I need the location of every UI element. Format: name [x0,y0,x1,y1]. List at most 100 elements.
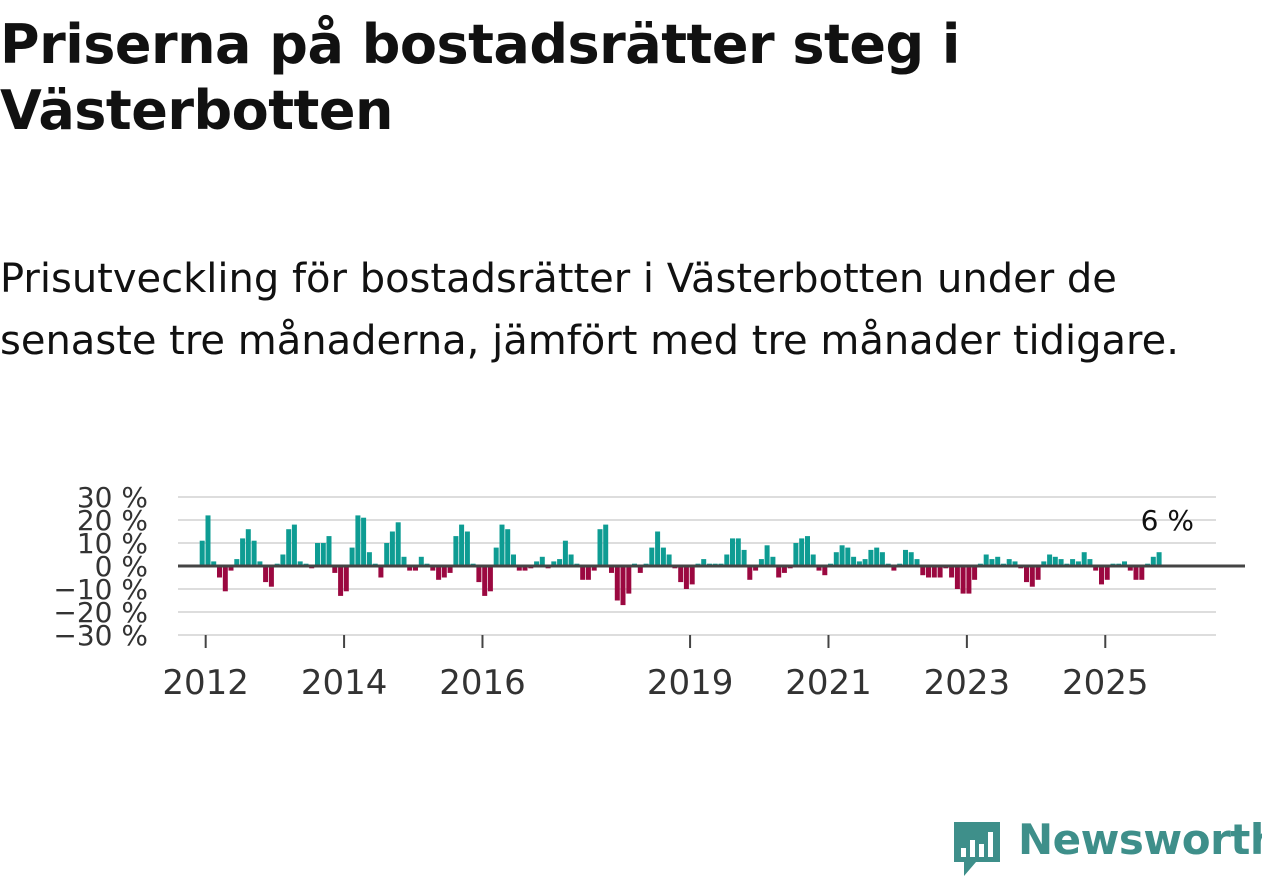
y-tick-label: −20 % [53,596,148,629]
bar [234,559,240,566]
bar [464,531,470,566]
bar [1104,566,1110,580]
bar [926,566,931,578]
bar [683,566,689,589]
bar [407,566,413,571]
bar [770,556,776,566]
bar [240,538,246,566]
bar [361,517,367,566]
bar [1156,552,1162,566]
bar [822,566,828,576]
y-tick-label: −10 % [53,573,148,606]
bar [522,566,528,571]
x-tick-label: 2014 [301,663,388,703]
bar [453,536,459,566]
logo-bubble [954,822,1000,876]
bar [1150,556,1156,566]
y-tick-label: 10 % [77,527,148,560]
bar [649,547,655,566]
bar [879,552,885,566]
bar [1035,566,1041,580]
bar [539,556,545,566]
chart-subtitle: Prisutveckling för bostadsrätter i Väste… [0,256,1179,364]
bar [441,566,447,578]
bar [603,524,609,566]
bar [839,545,845,566]
bar [862,559,868,566]
bar [799,538,805,566]
bar [217,566,222,578]
bar [1024,566,1029,583]
bar [1133,566,1139,580]
bar [511,554,516,566]
bar [845,547,851,566]
newsworthy-logo-icon [954,822,1000,876]
bar [326,536,332,566]
bar [1139,566,1145,580]
bar [430,566,436,571]
bar [995,556,1001,566]
bar [585,566,591,580]
bar-chart: 30 %20 %10 %0 %−10 %−20 %−30 % 2012 2014 2… [53,481,1245,703]
bar [291,524,297,566]
bar [937,566,943,578]
bar [1093,566,1099,571]
bar [747,566,753,580]
bar [591,566,597,571]
bar [678,566,684,583]
bar [332,566,338,573]
x-tick-label: 2019 [647,663,734,703]
bar [418,556,424,566]
bar [983,554,989,566]
bar [378,566,384,578]
bar [758,559,764,566]
bar [1099,566,1104,585]
bar [245,529,251,566]
bar [487,566,493,592]
bar [724,554,730,566]
bar [228,566,234,571]
bar [689,566,695,585]
bar [856,561,862,566]
bar [384,543,390,566]
bar [1047,554,1053,566]
bar [764,545,770,566]
y-axis: 30 %20 %10 %0 %−10 %−20 %−30 % [53,481,148,652]
bar [609,566,614,573]
chart-title: Priserna på bostadsrätter steg i Västerb… [0,13,960,142]
x-tick-label: 2023 [924,663,1011,703]
bar [459,524,465,566]
y-tick-label: −30 % [53,619,148,652]
bar [320,543,326,566]
bar [557,559,563,566]
bar [389,531,395,566]
logo-bar-2 [970,840,975,857]
bar [620,566,626,606]
x-tick-label: 2012 [162,663,249,703]
bar [534,561,540,566]
bar [966,566,972,594]
bar [199,540,205,566]
y-tick-label: 0 % [95,550,148,583]
bar [833,552,839,566]
bar [516,566,522,571]
bar [931,566,937,578]
bar [315,543,320,566]
bar [476,566,482,583]
bar [447,566,453,573]
bar [655,531,661,566]
gridlines [178,496,1216,636]
bar [366,552,372,566]
latest-value-label: 6 % [1141,504,1194,537]
bar [280,554,286,566]
bar [637,566,643,573]
bar [730,538,735,566]
bar [1058,559,1064,566]
bar [499,524,505,566]
bar [1029,566,1035,587]
bar [920,566,926,576]
bar [874,547,880,566]
bar [493,547,499,566]
bar [580,566,586,580]
bar [1041,561,1047,566]
